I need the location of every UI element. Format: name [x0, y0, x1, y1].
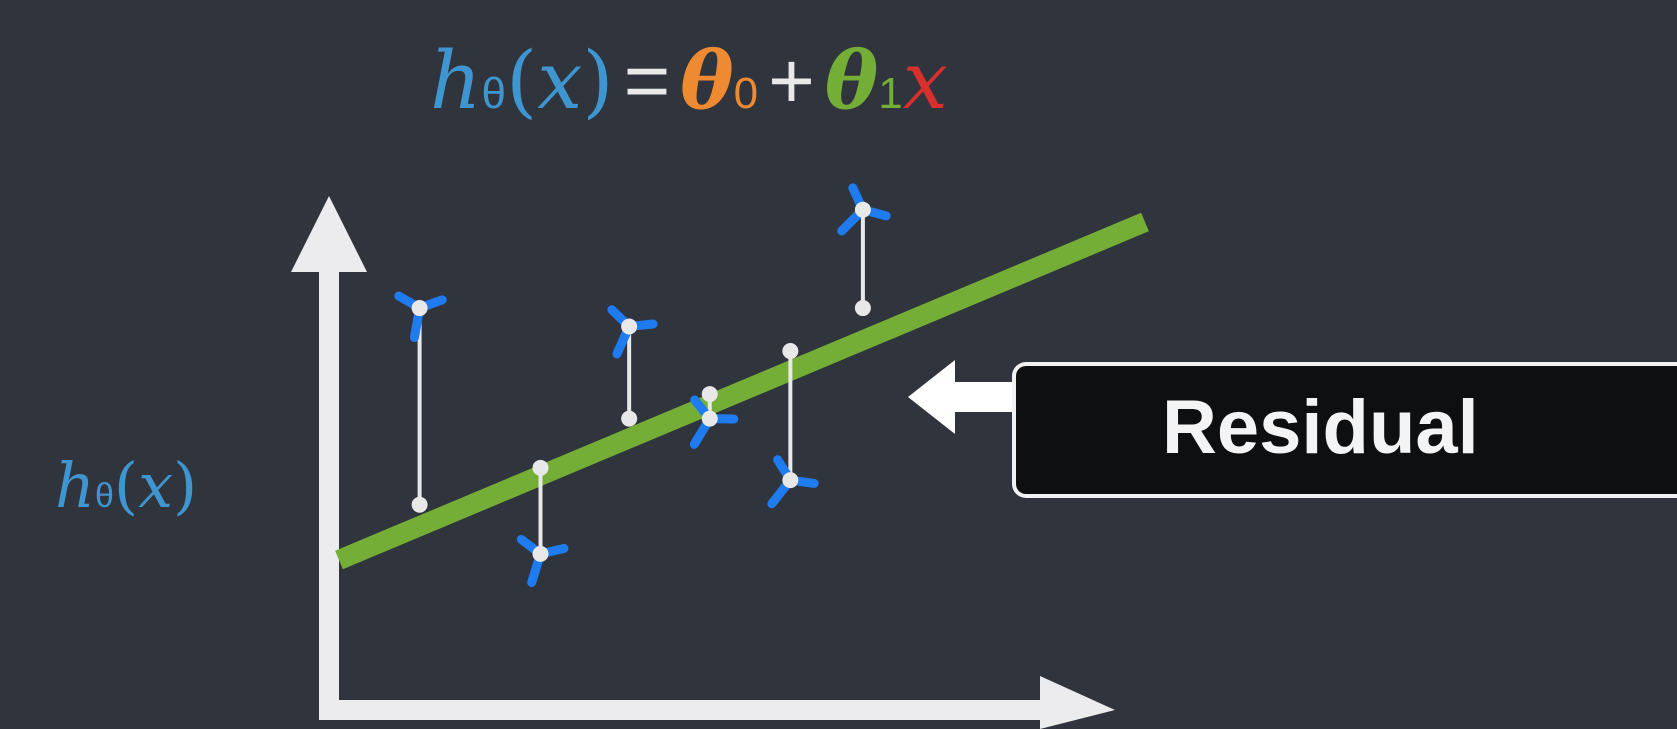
chart-marks: [335, 183, 1149, 588]
y-axis: [319, 268, 339, 720]
eq-theta1: θ: [824, 33, 879, 127]
residual-label: Residual: [1162, 385, 1479, 470]
ylabel-close-paren: ): [173, 449, 198, 522]
x-axis-arrowhead: [1040, 676, 1115, 729]
eq-h-subscript: θ: [481, 69, 507, 118]
ylabel-x: x: [138, 449, 174, 522]
fitted-point-dot: [701, 386, 718, 403]
hypothesis-equation: hθ(x) = θ0 + θ1x: [430, 40, 948, 121]
data-point-dot: [532, 545, 549, 562]
fitted-point-dot: [411, 496, 428, 513]
fitted-point-dot: [621, 410, 638, 427]
eq-theta1-subscript: 1: [878, 69, 903, 118]
data-point-dot: [782, 472, 799, 489]
eq-x: x: [537, 34, 583, 127]
fitted-point-dot: [532, 459, 549, 476]
data-point-dot: [854, 201, 871, 218]
ylabel-open-paren: (: [113, 449, 139, 522]
eq-open-paren: (: [506, 34, 538, 127]
ylabel-h: h: [55, 449, 95, 522]
regression-line: [335, 212, 1149, 570]
fitted-point-dot: [854, 300, 871, 317]
eq-h: h: [430, 34, 482, 127]
fitted-point-dot: [782, 343, 799, 360]
data-point-dot: [411, 300, 428, 317]
y-axis-arrowhead: [291, 196, 367, 272]
ylabel-h-subscript: θ: [94, 477, 114, 515]
x-axis: [319, 700, 1049, 720]
eq-theta0: θ: [680, 33, 734, 127]
residual-callout: Residual: [1012, 362, 1677, 498]
eq-equals: =: [623, 36, 671, 125]
eq-x-variable: x: [902, 34, 948, 127]
data-point-dot: [621, 318, 638, 335]
axes: [291, 196, 1115, 729]
eq-close-paren: ): [582, 34, 614, 127]
y-axis-label: hθ(x): [55, 455, 197, 517]
eq-theta0-subscript: 0: [733, 69, 759, 118]
data-point-dot: [701, 410, 718, 427]
arrow-left-icon: [908, 360, 1014, 434]
eq-plus: +: [768, 36, 815, 125]
